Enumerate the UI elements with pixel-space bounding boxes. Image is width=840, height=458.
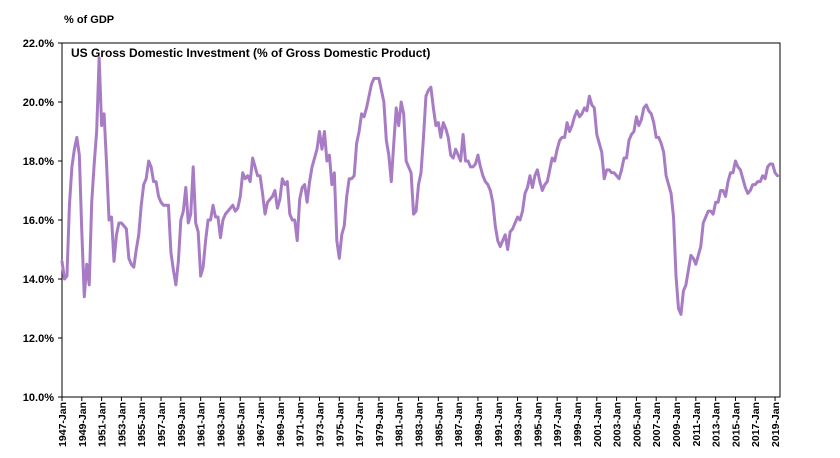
x-tick-label: 1971-Jan (295, 402, 307, 447)
y-tick-label: 18.0% (23, 156, 54, 168)
x-tick-label: 1995-Jan (532, 402, 544, 447)
x-tick-label: 2015-Jan (730, 402, 742, 447)
x-tick-label: 1979-Jan (374, 402, 386, 447)
x-tick-label: 2007-Jan (651, 402, 663, 447)
x-tick-label: 1993-Jan (513, 402, 525, 447)
y-tick-label: 22.0% (23, 38, 54, 50)
x-tick-label: 1947-Jan (57, 402, 69, 447)
x-tick-label: 1957-Jan (156, 402, 168, 447)
x-tick-label: 2001-Jan (592, 402, 604, 447)
series-layer (60, 56, 780, 316)
x-tick-label: 1963-Jan (215, 402, 227, 447)
x-tick-label: 1961-Jan (196, 402, 208, 447)
x-tick-label: 1975-Jan (334, 402, 346, 447)
x-tick-label: 1959-Jan (176, 402, 188, 447)
x-tick-label: 2005-Jan (631, 402, 643, 447)
x-tick-label: 1983-Jan (414, 402, 426, 447)
x-tick-label: 1973-Jan (314, 402, 326, 447)
x-tick-label: 1967-Jan (255, 402, 267, 447)
y-tick-label: 20.0% (23, 97, 54, 109)
x-tick-label: 2019-Jan (770, 402, 782, 447)
x-tick-label: 1985-Jan (433, 402, 445, 447)
x-tick-label: 1989-Jan (473, 402, 485, 447)
y-tick-label: 16.0% (23, 215, 54, 227)
y-tick-label: 14.0% (23, 274, 54, 286)
unit-label: % of GDP (64, 14, 114, 26)
chart-title: US Gross Domestic Investment (% of Gross… (71, 46, 430, 60)
x-tick-label: 2017-Jan (750, 402, 762, 447)
x-tick-label: 2009-Jan (671, 402, 683, 447)
x-tick-label: 2003-Jan (612, 402, 624, 447)
y-axis: 10.0% 12.0% 14.0% 16.0% 18.0% 20.0% 22.0% (23, 38, 62, 404)
x-tick-label: 1951-Jan (97, 402, 109, 447)
y-tick-label: 10.0% (23, 392, 54, 404)
x-tick-label: 1969-Jan (275, 402, 287, 447)
x-tick-label: 1999-Jan (572, 402, 584, 447)
x-tick-label: 1997-Jan (552, 402, 564, 447)
x-tick-label: 1987-Jan (453, 402, 465, 447)
x-tick-label: 1949-Jan (77, 402, 89, 447)
x-tick-label: 1977-Jan (354, 402, 366, 447)
x-tick-label: 2013-Jan (711, 402, 723, 447)
x-tick-label: 2011-Jan (691, 402, 703, 446)
x-tick-label: 1953-Jan (116, 402, 128, 447)
series-line (60, 56, 780, 316)
x-tick-label: 1991-Jan (493, 402, 505, 447)
x-axis: 1947-Jan 1949-Jan 1951-Jan 1953-Jan 1955-Jan… (57, 397, 782, 447)
x-tick-label: 1981-Jan (394, 402, 406, 447)
x-tick-label: 1955-Jan (136, 402, 148, 447)
y-tick-label: 12.0% (23, 333, 54, 345)
x-tick-label: 1965-Jan (235, 402, 247, 447)
